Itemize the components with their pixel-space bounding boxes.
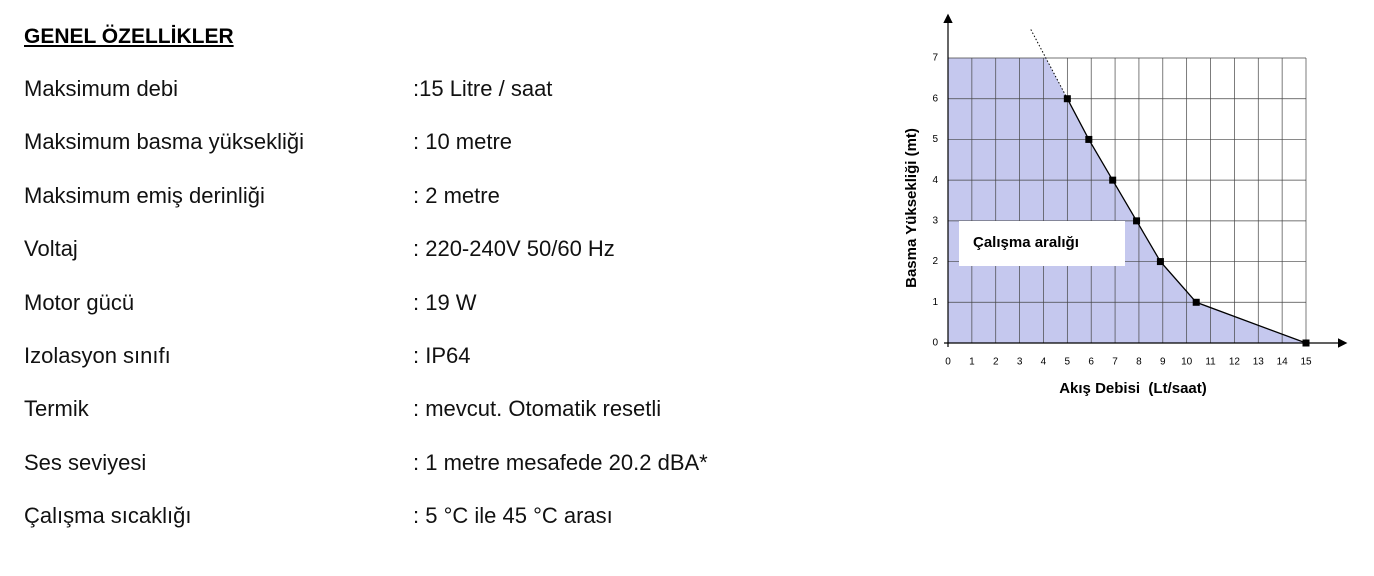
x-tick-label: 11	[1205, 357, 1216, 368]
x-axis-label: Akış Debisi (Lt/saat)	[1059, 380, 1207, 397]
spec-value: : mevcut. Otomatik resetli	[413, 396, 662, 422]
x-tick-label: 9	[1160, 357, 1166, 368]
x-tick-label: 15	[1300, 357, 1312, 368]
doc-title: GENEL ÖZELLİKLER	[24, 25, 234, 48]
spec-value: : 10 metre	[413, 129, 513, 155]
spec-label: Motor gücü	[24, 289, 135, 315]
spec-label: Izolasyon sınıfı	[24, 343, 171, 368]
spec-value: : 5 °C ile 45 °C arası	[413, 503, 613, 529]
x-tick-label: 7	[1112, 357, 1118, 368]
point	[1109, 176, 1117, 184]
y-tick-label: 2	[932, 256, 938, 267]
spec-value: : IP64	[413, 343, 471, 368]
x-tick-label: 8	[1136, 357, 1142, 368]
y-axis-label: Basma Yüksekliği (mt)	[903, 128, 920, 288]
spec-value: : 19 W	[413, 289, 477, 315]
spec-label: Çalışma sıcaklığı	[24, 503, 192, 529]
spec-label: Maksimum emiş derinliği	[24, 182, 265, 208]
annotation-box	[959, 221, 1125, 266]
point	[1133, 217, 1141, 225]
x-tick-label: 13	[1253, 357, 1265, 368]
point	[1302, 339, 1310, 347]
x-tick-label: 12	[1229, 357, 1241, 368]
x-tick-label: 1	[969, 357, 975, 368]
operating-area	[948, 58, 1306, 343]
x-tick-label: 6	[1088, 357, 1094, 368]
x-tick-label: 5	[1065, 357, 1071, 368]
spec-label: Voltaj	[24, 236, 78, 262]
spec-value: :15 Litre / saat	[413, 76, 553, 101]
spec-label: Ses seviyesi	[24, 449, 147, 475]
trend-extension	[1030, 29, 1068, 99]
y-tick-label: 5	[932, 134, 938, 145]
point	[1085, 135, 1093, 143]
spec-label: Termik	[24, 396, 89, 422]
spec-value: : 1 metre mesafede 20.2 dBA*	[413, 449, 708, 475]
x-tick-label: 2	[993, 357, 999, 368]
y-tick-label: 3	[932, 215, 938, 226]
y-tick-label: 6	[932, 93, 938, 104]
spec-label: Maksimum basma yüksekliği	[24, 129, 304, 155]
x-tick-label: 3	[1017, 357, 1023, 368]
y-tick-label: 4	[932, 175, 938, 186]
y-tick-label: 7	[932, 53, 938, 64]
x-tick-label: 14	[1277, 357, 1289, 368]
point	[1156, 258, 1164, 266]
x-tick-label: 0	[945, 357, 951, 368]
point	[1192, 298, 1200, 306]
y-tick-label: 1	[932, 297, 938, 308]
spec-value: : 2 metre	[413, 182, 500, 208]
x-tick-label: 10	[1181, 357, 1193, 368]
x-tick-label: 4	[1041, 357, 1047, 368]
annotation: Çalışma aralığı	[973, 234, 1079, 251]
spec-label: Maksimum debi	[24, 76, 179, 101]
spec-value: : 220-240V 50/60 Hz	[413, 236, 615, 262]
y-tick-label: 0	[932, 338, 938, 349]
point	[1063, 95, 1071, 103]
